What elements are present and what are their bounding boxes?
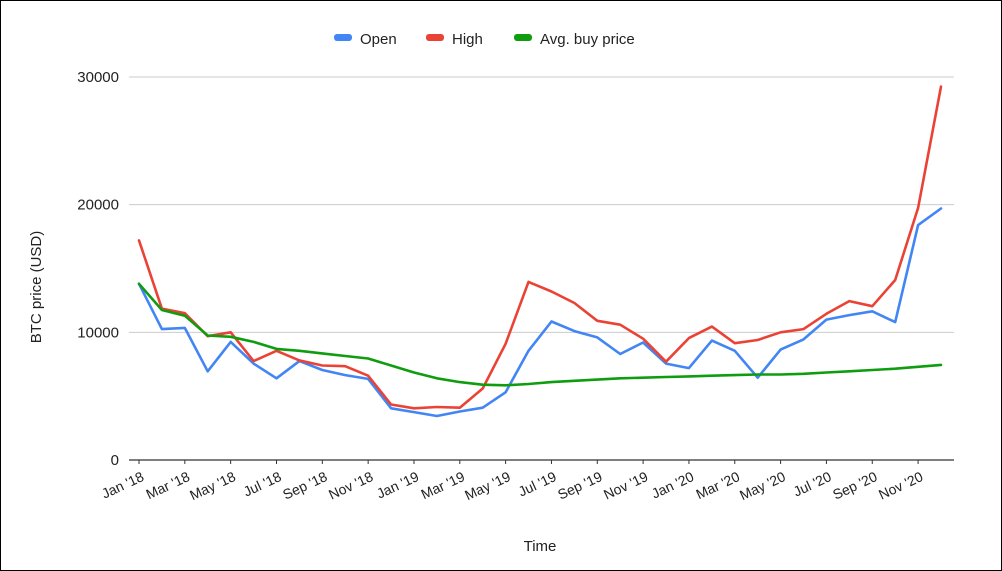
- series-line-high: [137, 85, 943, 410]
- x-tick-label: Jul '18: [241, 468, 284, 500]
- legend-swatch: [334, 34, 352, 41]
- gridlines: [129, 76, 954, 333]
- x-tick-label: May '20: [737, 468, 788, 503]
- x-tick-label: Sep '20: [830, 468, 880, 502]
- x-tick-label: Mar '20: [693, 468, 742, 502]
- y-tick-label: 10000: [77, 324, 119, 341]
- x-tick-label: Jul '19: [516, 468, 559, 500]
- legend-swatch: [426, 34, 444, 41]
- x-tick-label: Jan '19: [374, 468, 421, 501]
- legend-label: Open: [360, 31, 397, 48]
- legend-swatch: [514, 34, 532, 41]
- x-tick-label: Nov '20: [876, 468, 926, 502]
- y-tick-label: 0: [111, 452, 119, 469]
- x-tick-label: Jul '20: [791, 468, 834, 500]
- legend-label: Avg. buy price: [540, 31, 635, 48]
- y-tick-label: 30000: [77, 69, 119, 86]
- y-tick-label: 20000: [77, 197, 119, 214]
- x-tick-label: May '19: [462, 468, 513, 503]
- legend: Open High Avg. buy price: [334, 31, 635, 48]
- x-tick-label: Sep '18: [280, 468, 330, 502]
- x-axis-title: Time: [524, 538, 557, 555]
- x-tick-label: Nov '18: [326, 468, 376, 502]
- series-line-open: [137, 207, 943, 418]
- y-axis-title: BTC price (USD): [28, 231, 45, 344]
- series-line-avg-buy-price: [137, 282, 943, 387]
- x-tick-label: May '18: [187, 468, 238, 503]
- x-tick-label: Sep '19: [555, 468, 605, 502]
- x-tick-label: Nov '19: [601, 468, 651, 502]
- x-tick-label: Mar '19: [418, 468, 467, 502]
- series-lines: [137, 85, 943, 418]
- legend-label: High: [452, 31, 483, 48]
- x-tick-label: Mar '18: [143, 468, 192, 502]
- x-tick-label: Jan '20: [649, 468, 696, 501]
- x-tick-label: Jan '18: [99, 468, 146, 501]
